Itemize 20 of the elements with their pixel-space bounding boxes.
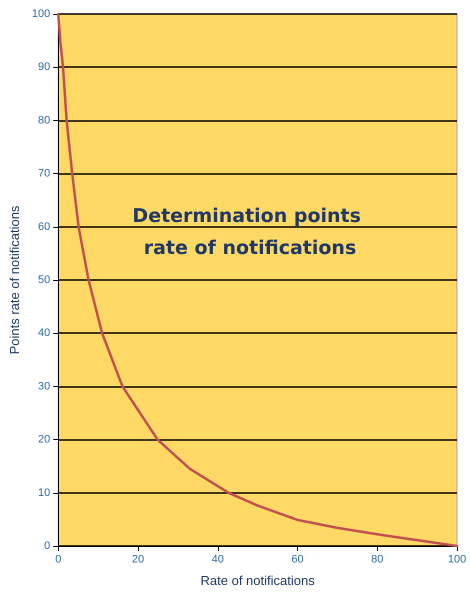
- y-tick-label: 10: [38, 486, 50, 499]
- y-tick-label: 90: [38, 61, 50, 74]
- x-tick-label: 40: [212, 554, 224, 566]
- y-tick-label: 30: [38, 380, 50, 392]
- x-tick-label: 80: [371, 554, 384, 566]
- y-tick-label: 70: [38, 168, 50, 180]
- y-tick-label: 100: [32, 8, 50, 20]
- x-tick-label: 100: [448, 554, 466, 566]
- y-tick-label: 60: [38, 220, 50, 233]
- text: Determination points rate of notifications: [132, 205, 368, 259]
- x-tick-label: 0: [55, 554, 62, 566]
- y-tick-label: 20: [38, 434, 50, 446]
- y-axis-title: Points rate of notifications: [7, 205, 22, 354]
- x-tick-label: 60: [291, 554, 304, 566]
- y-tick-label: 0: [44, 540, 50, 552]
- x-tick-label: 20: [132, 554, 144, 566]
- y-tick-label: 50: [38, 274, 50, 286]
- y-tick-label: 80: [38, 114, 50, 126]
- x-axis-title: Rate of notifications: [200, 573, 316, 588]
- y-tick-label: 40: [38, 327, 50, 340]
